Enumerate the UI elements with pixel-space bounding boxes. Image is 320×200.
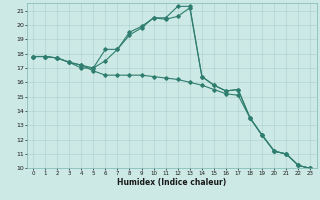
- X-axis label: Humidex (Indice chaleur): Humidex (Indice chaleur): [117, 178, 226, 187]
